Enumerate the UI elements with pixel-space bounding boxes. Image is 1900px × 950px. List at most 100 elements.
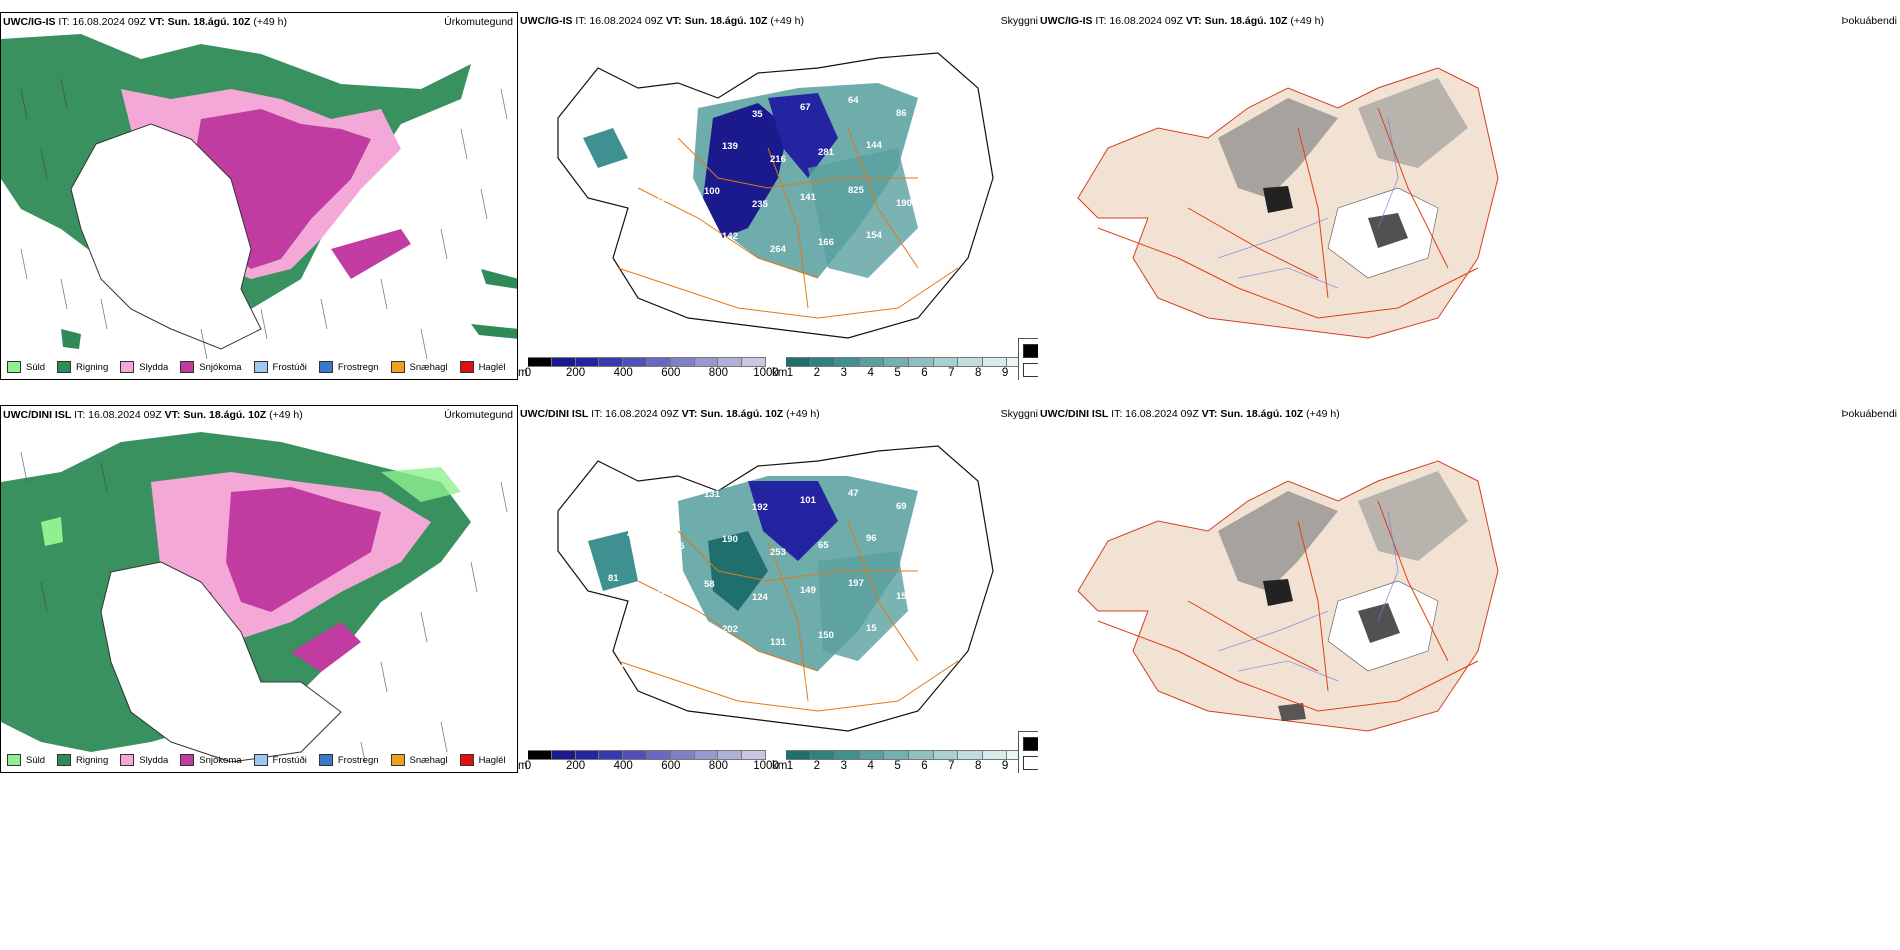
scale-cell <box>599 750 624 760</box>
scale-tick-label: 600 <box>661 760 681 772</box>
scale-cell <box>982 750 1008 760</box>
scale-cell <box>623 750 647 760</box>
fog-legend-item: 60 <box>1023 363 1038 377</box>
legend-label: Frostúði <box>272 754 307 766</box>
scale-cell <box>528 357 552 367</box>
cloud-base-label: 35 <box>752 109 763 120</box>
scale-cell <box>646 750 671 760</box>
fog-legend-item: 0 <box>1023 344 1038 358</box>
scale-cell <box>575 357 600 367</box>
cloud-base-label: 141 <box>800 192 817 203</box>
cloud-base-label: 65 <box>818 540 829 551</box>
cloud-base-label: 825 <box>848 185 865 196</box>
scale-cell <box>528 750 552 760</box>
legend-swatch <box>318 361 333 373</box>
scale-cell <box>810 750 836 760</box>
fog-panel-row1: UWC/IG-IS IT: 16.08.2024 09Z VT: Sun. 18… <box>1038 12 1900 380</box>
legend-label: Slydda <box>139 754 169 766</box>
cloud-base-label: 92 <box>914 153 925 164</box>
cloud-base-label: 253 <box>770 547 786 558</box>
scale-cell <box>670 357 695 367</box>
legend-label: Haglél <box>478 361 506 373</box>
precip-legend-item: Súld <box>7 361 45 373</box>
cloud-base-label: 11 <box>896 288 907 299</box>
cloud-base-label: 103 <box>608 663 624 674</box>
scale-cell <box>742 357 766 367</box>
scale-cell <box>575 750 600 760</box>
cloud-base-scale: m 0 200 400 600 800 1000 <box>518 750 779 773</box>
scale-tick-label: 1000 <box>753 760 779 772</box>
cloud-base-label: 58 <box>704 579 715 590</box>
precip-legend-item: Slydda <box>120 361 168 373</box>
legend-swatch <box>120 361 135 373</box>
legend-swatch <box>1023 363 1038 377</box>
legend-label: Rigning <box>76 754 109 766</box>
scale-tick-label: 5 <box>894 367 901 379</box>
legend-swatch <box>318 754 333 766</box>
legend-swatch <box>253 754 268 766</box>
cloud-base-label: 150 <box>818 630 834 641</box>
scale-cell <box>623 357 647 367</box>
legend-swatch <box>57 754 72 766</box>
cloud-base-label: 131 <box>770 637 787 648</box>
precip-legend-item: Frostúði <box>253 754 307 766</box>
cloud-base-label: 56 <box>704 669 715 680</box>
precip-type-panel-row1: UWC/IG-IS IT: 16.08.2024 09Z VT: Sun. 18… <box>0 12 518 380</box>
legend-label: Snæhagl <box>409 754 448 766</box>
legend-label: Haglél <box>478 754 506 766</box>
cloud-base-label: 81 <box>608 573 619 584</box>
cloud-base-label: 102 <box>914 546 930 557</box>
cloud-base-label: 83 <box>848 275 859 286</box>
cloud-base-label: 70 <box>626 528 637 539</box>
cloud-base-label: 44 <box>608 270 619 281</box>
cloud-base-label: 86 <box>896 108 907 119</box>
scale-tick-label: 3 <box>840 367 847 379</box>
vis-scale-unit: km <box>772 367 788 379</box>
scale-cell <box>786 750 811 760</box>
legend-swatch <box>1023 737 1038 751</box>
cloud-base-label: 122 <box>674 631 690 642</box>
scale-tick-label: 5 <box>894 760 901 772</box>
scale-tick-label: 7 <box>948 367 955 379</box>
scale-cell <box>933 357 959 367</box>
cloud-base-label: 202 <box>722 624 738 635</box>
cloud-base-label: 16 <box>704 96 715 107</box>
scale-cell <box>742 750 766 760</box>
scale-tick-label: 2 <box>813 760 821 772</box>
cloud-base-label: 33 <box>656 283 667 294</box>
visibility-scale: km 12345678910 <box>772 357 1038 380</box>
cloud-base-label: 190 <box>896 198 912 209</box>
panel-product-title: Skyggni <box>1000 15 1038 27</box>
precip-legend-item: Súld <box>7 754 45 766</box>
cloud-base-label: 21 <box>800 282 811 293</box>
legend-label: Snjókoma <box>199 361 242 373</box>
scale-tick-label: 600 <box>661 367 681 379</box>
scale-tick-label: 7 <box>948 760 955 772</box>
cloud-base-label: 47 <box>848 488 859 499</box>
legend-label: Rigning <box>76 361 109 373</box>
scale-cell <box>908 750 934 760</box>
precip-type-map <box>1 34 517 360</box>
precip-legend-item: Snjókoma <box>180 754 242 766</box>
scale-tick-label: 200 <box>566 760 586 772</box>
precip-legend-item: Rigning <box>57 361 108 373</box>
scale-cell <box>718 357 743 367</box>
cloud-base-label: 172 <box>626 225 642 236</box>
legend-swatch <box>253 361 268 373</box>
scale-cell <box>694 357 719 367</box>
cloud-base-label: 139 <box>722 141 738 152</box>
cloud-base-label: 212 <box>674 148 690 159</box>
scale-cell <box>646 357 671 367</box>
scale-tick-label: 8 <box>975 760 982 772</box>
precip-type-map <box>1 432 508 762</box>
scale-tick-label: 3 <box>840 760 847 772</box>
precip-legend-item: Snæhagl <box>390 754 448 766</box>
scale-tick-label: 400 <box>613 367 633 379</box>
visibility-map: 128 120 131 192 101 47 69 70 75 190 253 65 96 102 81 73… <box>557 445 994 732</box>
scale-tick-label: 4 <box>867 760 874 772</box>
cloud-base-label: 67 <box>800 102 811 113</box>
cloud-base-label: 131 <box>704 489 721 500</box>
legend-label: Frostregn <box>337 754 379 766</box>
cloud-base-label: 166 <box>626 618 642 629</box>
legend-swatch <box>390 361 405 373</box>
